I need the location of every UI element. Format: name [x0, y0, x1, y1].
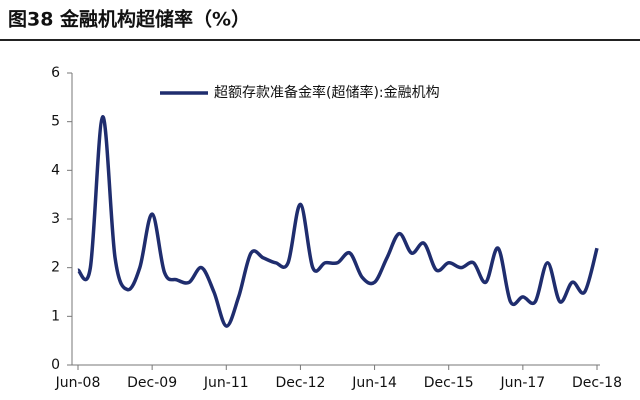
y-tick-label: 1 [51, 308, 60, 324]
y-tick-label: 5 [51, 114, 60, 130]
x-tick-label: Jun-17 [499, 375, 545, 391]
y-tick-label: 4 [51, 162, 60, 178]
x-tick-label: Jun-14 [351, 375, 397, 391]
x-tick-label: Jun-08 [55, 375, 101, 391]
y-tick-label: 3 [51, 211, 60, 227]
x-tick-label: Dec-09 [127, 375, 177, 391]
y-tick-label: 0 [51, 357, 60, 373]
y-tick-label: 6 [51, 65, 60, 81]
x-tick-label: Dec-18 [572, 375, 622, 391]
y-tick-label: 2 [51, 260, 60, 276]
chart-title: 图38 金融机构超储率（%） [8, 8, 250, 31]
data-line [76, 115, 599, 328]
x-tick-label: Dec-12 [275, 375, 325, 391]
legend-label: 超额存款准备金率(超储率):金融机构 [214, 84, 440, 101]
x-tick-label: Jun-11 [203, 375, 249, 391]
x-tick-label: Dec-15 [424, 375, 474, 391]
